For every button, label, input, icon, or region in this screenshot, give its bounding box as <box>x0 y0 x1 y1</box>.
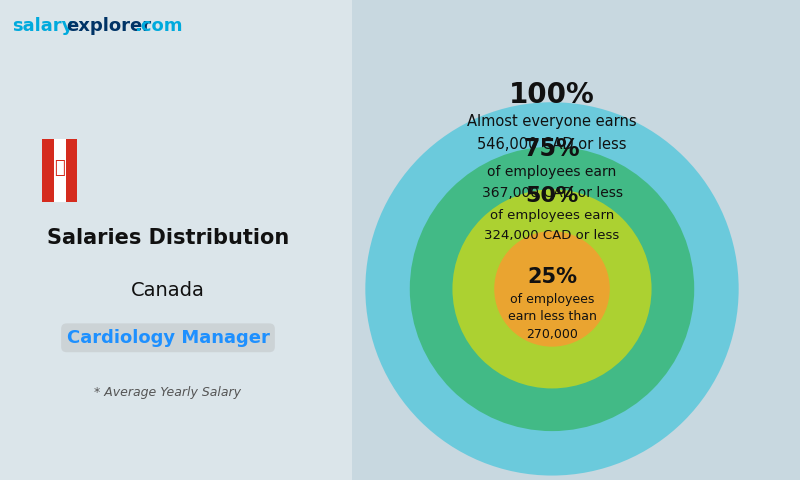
Text: 🍁: 🍁 <box>54 159 66 177</box>
Text: Canada: Canada <box>131 281 205 300</box>
Text: 367,000 CAD or less: 367,000 CAD or less <box>482 186 622 200</box>
Text: 75%: 75% <box>524 137 580 161</box>
Text: 546,000 CAD or less: 546,000 CAD or less <box>478 137 626 152</box>
Text: 25%: 25% <box>527 267 577 287</box>
Text: of employees earn: of employees earn <box>490 209 614 222</box>
FancyBboxPatch shape <box>54 139 66 202</box>
Text: Salaries Distribution: Salaries Distribution <box>47 228 289 248</box>
Text: 50%: 50% <box>526 186 578 206</box>
Circle shape <box>410 147 694 431</box>
Circle shape <box>453 189 651 388</box>
FancyBboxPatch shape <box>42 139 54 202</box>
Text: Almost everyone earns: Almost everyone earns <box>467 114 637 129</box>
Text: 270,000: 270,000 <box>526 328 578 341</box>
FancyBboxPatch shape <box>0 0 352 480</box>
Circle shape <box>494 231 610 347</box>
FancyBboxPatch shape <box>66 139 78 202</box>
Text: * Average Yearly Salary: * Average Yearly Salary <box>94 386 242 399</box>
Text: of employees: of employees <box>510 293 594 306</box>
Circle shape <box>366 102 738 476</box>
Text: of employees earn: of employees earn <box>487 166 617 180</box>
Text: salary: salary <box>12 17 74 35</box>
Text: explorer: explorer <box>66 17 151 35</box>
Text: Cardiology Manager: Cardiology Manager <box>66 329 270 347</box>
Text: earn less than: earn less than <box>507 311 597 324</box>
Text: 324,000 CAD or less: 324,000 CAD or less <box>484 228 620 241</box>
Text: 100%: 100% <box>509 81 595 109</box>
Text: .com: .com <box>134 17 183 35</box>
